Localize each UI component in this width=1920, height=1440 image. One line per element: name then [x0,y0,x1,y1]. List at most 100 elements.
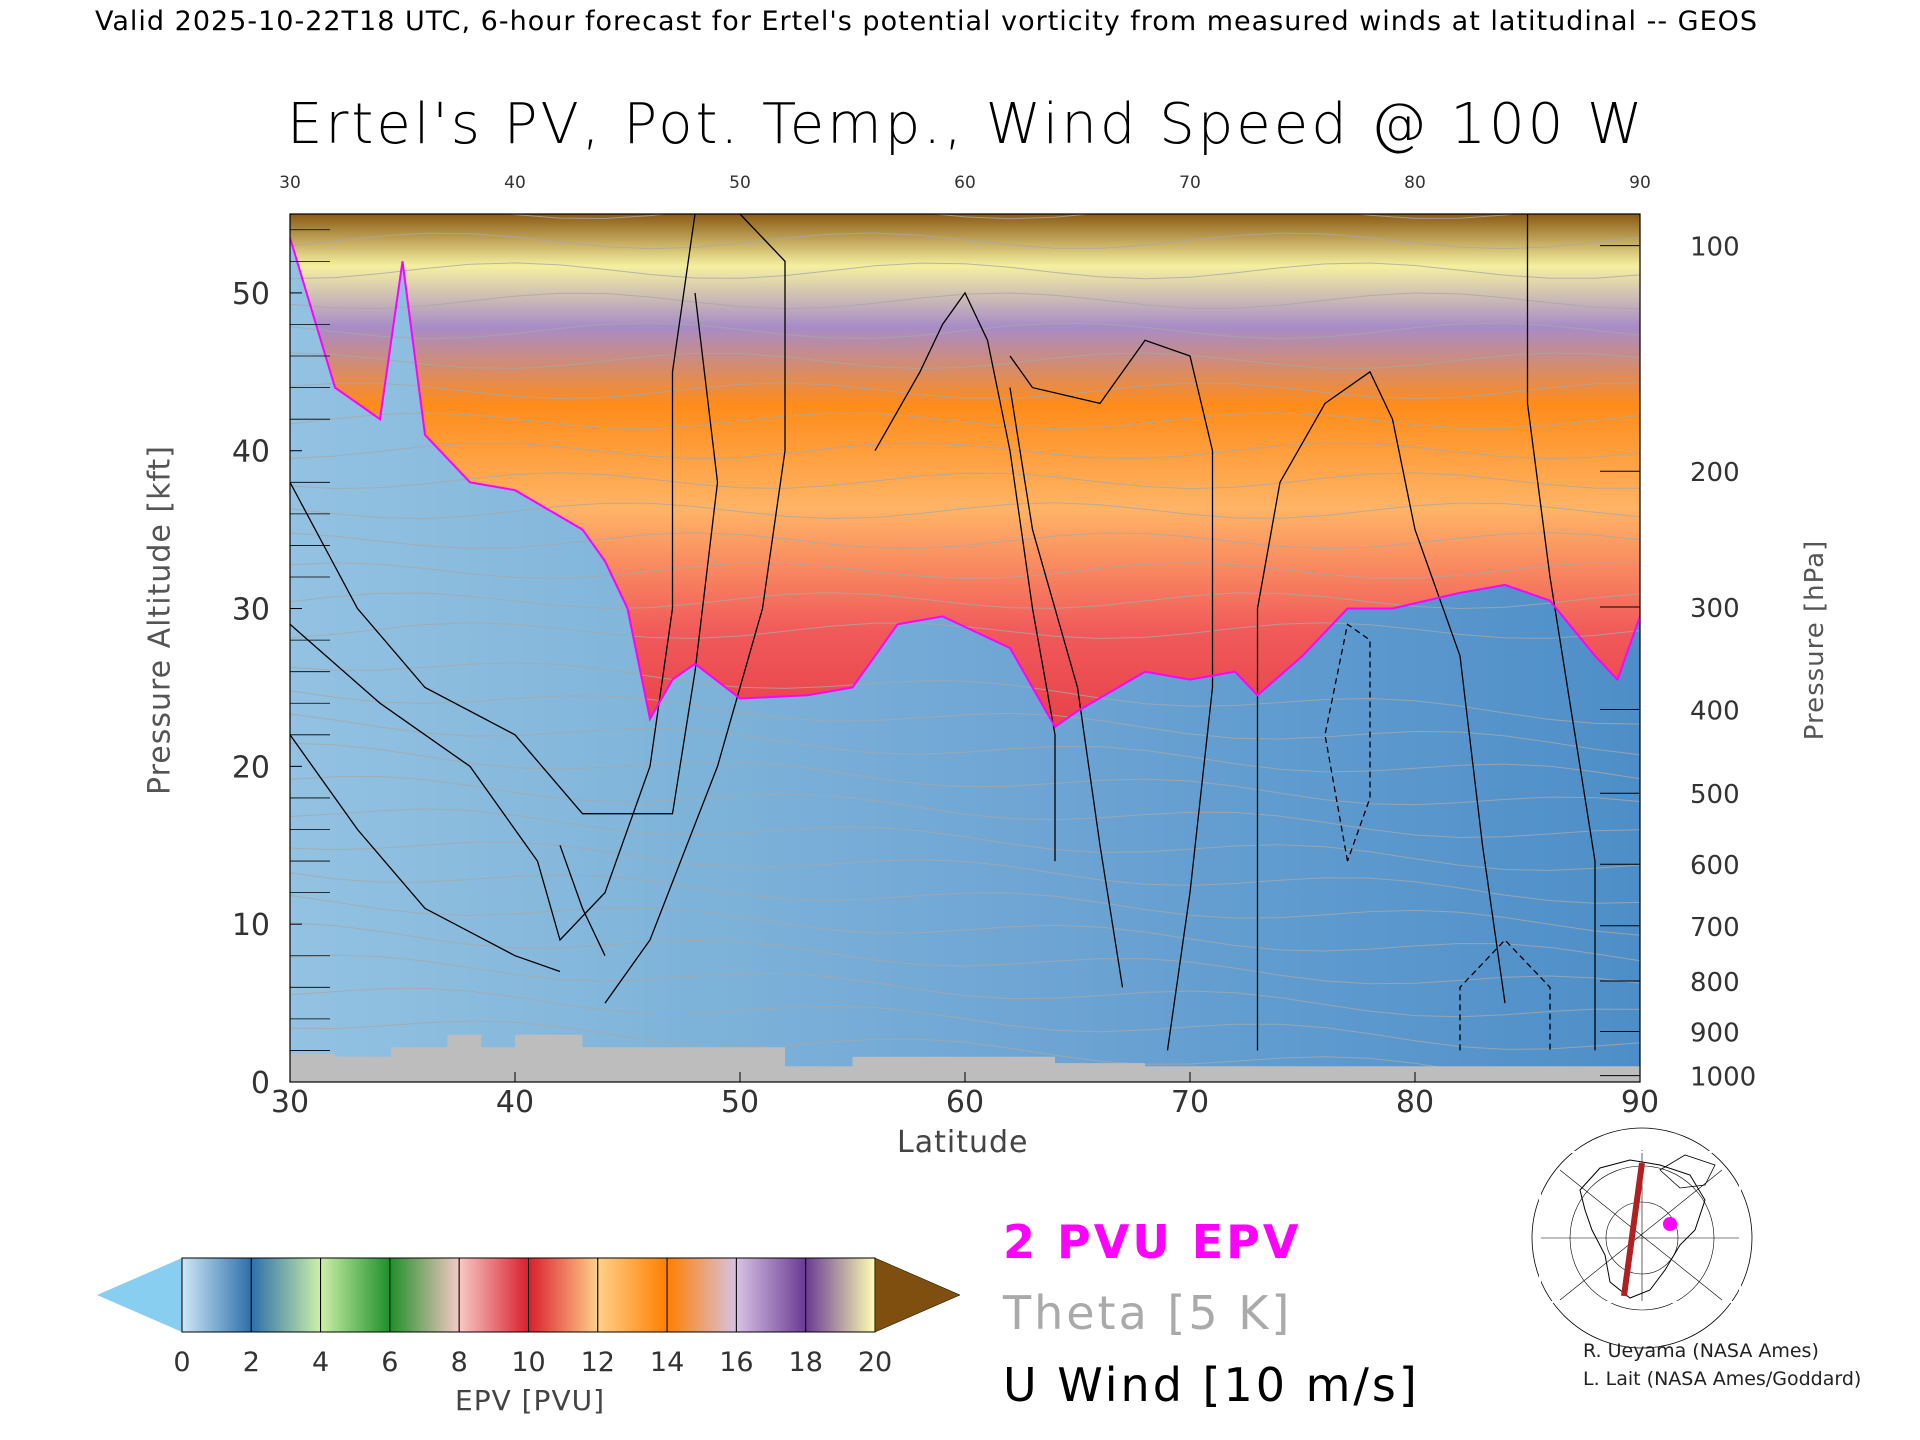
x-tick-label: 70 [1171,1085,1209,1120]
u-wind-contour-negative [1459,939,1551,1051]
x-tick-label: 40 [496,1085,534,1120]
pressure-tick-label: 400 [1690,697,1740,727]
theta-contour [290,262,1640,280]
pressure-tick-label: 500 [1690,780,1740,810]
theta-contour [290,808,1640,871]
colorbar-cell [250,1257,322,1333]
theta-contour [290,472,1640,490]
y-axis-title-right: Pressure [hPa] [1800,539,1830,741]
pressure-tick-label: 900 [1690,1018,1740,1048]
epv-colorbar: 0 2 4 6 8 10 12 14 16 18 20 [97,1257,961,1378]
y-axis-title-left: Pressure Altitude [kft] [142,445,178,795]
pressure-tick-label: 800 [1690,968,1740,998]
x-tick-label-top: 30 [279,173,301,193]
x-tick-label: 50 [721,1085,759,1120]
u-wind-contour [1526,214,1596,1051]
plot-area [290,214,1640,1082]
colorbar-tick-label: 16 [719,1347,753,1378]
x-tick-label: 90 [1621,1085,1659,1120]
x-tick-label: 60 [946,1085,984,1120]
theta-contour [290,502,1640,520]
theta-contour [290,352,1640,370]
u-wind-contour [1009,387,1124,988]
x-tick-label: 30 [271,1085,309,1120]
x-tick-label-top: 40 [504,173,526,193]
terrain-mask [290,1034,1640,1082]
pressure-tick-label: 1000 [1690,1063,1756,1093]
colorbar-cell [458,1257,530,1333]
colorbar-tick-label: 0 [173,1347,190,1378]
theta-contour [290,662,1640,725]
x-tick-label-top: 70 [1179,173,1201,193]
theta-contour [290,922,1640,985]
colorbar-tick-label: 10 [511,1347,545,1378]
pressure-tick-label: 600 [1690,851,1740,881]
x-tick-label-top: 80 [1404,173,1426,193]
colorbar-tick-label: 18 [789,1347,823,1378]
theta-contour [290,232,1640,250]
theta-contour [290,690,1640,756]
colorbar-tick-label: 2 [243,1347,260,1378]
y-axis-right-pressure: 100 200 300 400 500 600 700 800 900 1000 [1600,233,1756,1093]
y-tick-label: 50 [232,277,270,312]
u-wind-contour [1009,339,1214,1051]
theta-contour [290,442,1640,460]
y-tick-label: 30 [232,593,270,628]
y-axis-left: 0 10 20 30 40 50 [232,229,330,1101]
colorbar-tick-label: 12 [581,1347,615,1378]
pressure-tick-label: 300 [1690,594,1740,624]
colorbar-cell [181,1257,252,1333]
theta-contour [290,872,1640,936]
credit-lait: L. Lait (NASA Ames/Goddard) [1583,1368,1862,1390]
pressure-tick-label: 700 [1690,913,1740,943]
colorbar-tick-label: 14 [650,1347,684,1378]
theta-contour [290,742,1640,806]
tropopause-2pvu-line [290,237,1640,729]
colorbar-tick-label: 20 [858,1347,892,1378]
x-tick-label-top: 90 [1629,173,1651,193]
u-wind-contour [290,214,696,942]
legend-2pvu: 2 PVU EPV [1003,1215,1302,1269]
u-wind-contour [559,845,606,956]
x-tick-label-top: 60 [954,173,976,193]
credit-ueyama: R. Ueyama (NASA Ames) [1583,1340,1819,1362]
colorbar-cell [528,1257,599,1333]
theta-contour [290,532,1640,550]
x-tick-label: 80 [1396,1085,1434,1120]
theta-contour [290,841,1640,904]
chart-title: Ertel's PV, Pot. Temp., Wind Speed @ 100… [287,92,1646,157]
colorbar-tick-label: 4 [312,1347,329,1378]
colorbar-tick-label: 8 [451,1347,468,1378]
colorbar-under-triangle [97,1258,182,1332]
colorbar-cell [597,1257,668,1333]
u-wind-contour [1256,370,1506,1051]
theta-contour [290,412,1640,430]
theta-contour [290,894,1640,962]
y-tick-label: 0 [251,1066,270,1101]
pressure-tick-label: 200 [1690,458,1740,488]
troposphere-fill [290,237,1640,1082]
colorbar-over-triangle [874,1257,961,1333]
theta-contour [290,954,1640,1018]
colorbar-cell [735,1257,807,1333]
colorbar-cell [389,1257,460,1333]
x-axis-title: Latitude [897,1125,1029,1160]
legend-theta: Theta [5 K] [1003,1286,1293,1340]
forecast-valid-line: Valid 2025-10-22T18 UTC, 6-hour forecast… [95,6,1759,37]
legend-u-wind: U Wind [10 m/s] [1003,1358,1420,1412]
colorbar-cell [666,1257,737,1333]
colorbar-title: EPV [PVU] [455,1384,606,1417]
u-wind-contour [290,292,719,815]
location-map-inset [1531,1127,1753,1349]
theta-contour [290,775,1640,839]
pressure-tick-label: 100 [1690,233,1740,263]
u-wind-contour [290,734,561,973]
colorbar-cell [805,1257,876,1333]
y-tick-label: 40 [232,435,270,470]
x-tick-label-top: 50 [729,173,751,193]
colorbar-tick-label: 6 [381,1347,398,1378]
colorbar-cell [320,1257,391,1333]
u-wind-contour [604,214,786,1004]
theta-contour [290,562,1640,580]
